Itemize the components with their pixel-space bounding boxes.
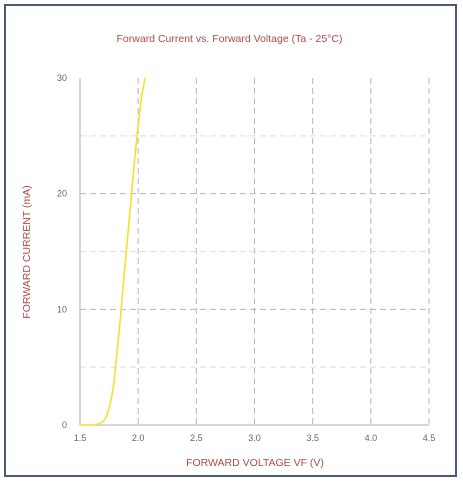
x-tick-label: 2.0 [132,433,145,443]
chart-title: Forward Current vs. Forward Voltage (Ta … [116,33,343,45]
x-tick-label: 4.0 [365,433,378,443]
x-tick-label: 3.0 [248,433,261,443]
x-axis-title: FORWARD VOLTAGE VF (V) [186,457,324,469]
series-line [80,77,146,426]
x-tick-label: 2.5 [190,433,203,443]
x-tick-label: 1.5 [74,433,87,443]
x-tick-label: 3.5 [306,433,319,443]
y-tick-label: 10 [57,304,67,314]
axes [79,78,429,426]
grid [80,78,430,425]
tick-labels: 1.5 2.0 2.5 3.0 3.5 4.0 4.5 0 10 20 30 [57,73,435,443]
y-tick-label: 20 [57,189,67,199]
y-tick-label: 30 [57,73,67,83]
x-tick-label: 4.5 [423,433,436,443]
y-tick-label: 0 [62,420,67,430]
series-layer [80,77,146,426]
